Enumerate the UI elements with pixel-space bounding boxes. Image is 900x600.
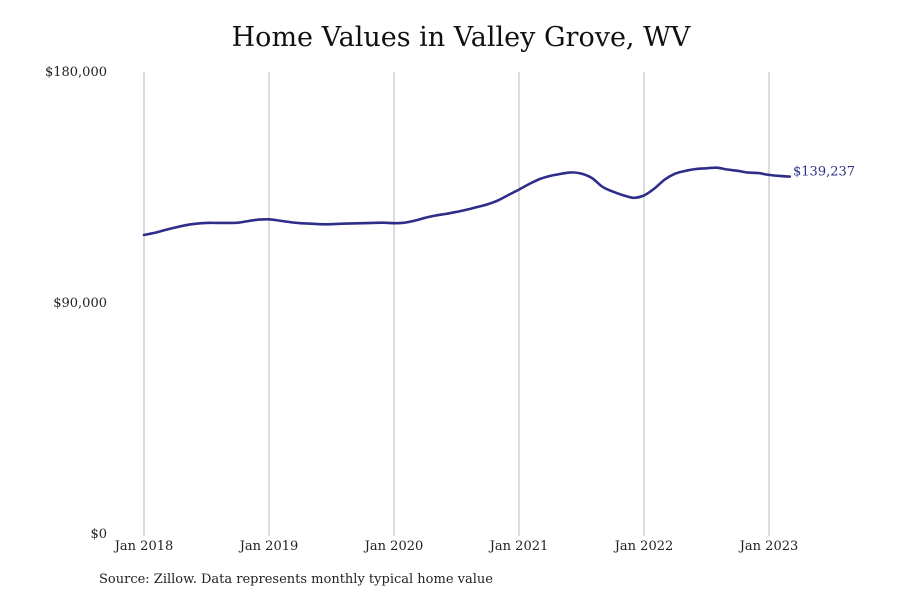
x-tick-label: Jan 2019 [238, 539, 299, 554]
end-value-label: $139,237 [793, 165, 855, 180]
series-layer: $139,237 [142, 165, 855, 237]
x-tick-label: Jan 2023 [738, 539, 799, 554]
gridlines [143, 72, 770, 536]
x-tick-label: Jan 2020 [363, 539, 424, 554]
chart-title: Home Values in Valley Grove, WV [231, 22, 691, 53]
x-axis-ticks: Jan 2018 Jan 2019 Jan 2020 Jan 2021 Jan 2022… [113, 539, 799, 554]
x-tick-label: Jan 2018 [113, 539, 174, 554]
y-tick-label: $0 [90, 527, 107, 542]
x-tick-label: Jan 2022 [613, 539, 674, 554]
y-axis-ticks: $0 $90,000 $180,000 [45, 65, 107, 542]
y-tick-label: $180,000 [45, 65, 107, 80]
source-note: Source: Zillow. Data represents monthly … [99, 572, 493, 587]
x-tick-label: Jan 2021 [488, 539, 549, 554]
series-line [142, 166, 792, 237]
y-tick-label: $90,000 [53, 296, 107, 311]
